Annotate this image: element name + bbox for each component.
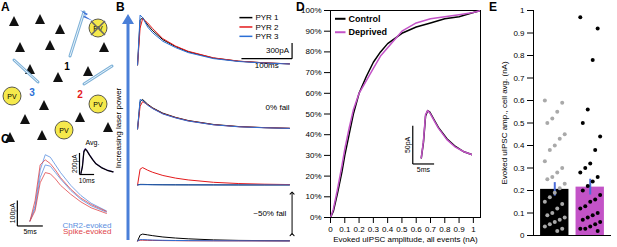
svg-text:Avg.: Avg. bbox=[86, 139, 100, 147]
svg-text:0% fail: 0% fail bbox=[266, 103, 290, 112]
svg-text:20%: 20% bbox=[305, 172, 321, 181]
svg-text:0.3: 0.3 bbox=[513, 164, 525, 173]
svg-text:0.9: 0.9 bbox=[454, 225, 466, 234]
svg-text:30%: 30% bbox=[305, 151, 321, 160]
svg-text:1: 1 bbox=[520, 6, 525, 15]
svg-text:PV: PV bbox=[93, 101, 103, 108]
svg-text:Evoked uIPSC amplitude, all ev: Evoked uIPSC amplitude, all events (nA) bbox=[333, 235, 478, 244]
svg-text:5ms: 5ms bbox=[23, 228, 37, 235]
svg-text:~50% fail: ~50% fail bbox=[253, 209, 286, 218]
svg-text:70%: 70% bbox=[305, 68, 321, 77]
svg-text:PYR 3: PYR 3 bbox=[255, 32, 279, 41]
svg-text:0.4: 0.4 bbox=[382, 225, 394, 234]
svg-text:50%: 50% bbox=[305, 110, 321, 119]
svg-text:10ms: 10ms bbox=[79, 177, 96, 184]
svg-text:100pA: 100pA bbox=[9, 203, 17, 224]
svg-text:0.8: 0.8 bbox=[439, 225, 451, 234]
svg-text:ChR2-evoked: ChR2-evoked bbox=[62, 220, 112, 230]
html-text:D: D bbox=[296, 0, 305, 14]
svg-text:0.4: 0.4 bbox=[513, 141, 525, 150]
svg-text:0.5: 0.5 bbox=[396, 225, 408, 234]
svg-text:0: 0 bbox=[328, 225, 333, 234]
svg-text:90%: 90% bbox=[305, 27, 321, 36]
svg-text:5ms: 5ms bbox=[417, 166, 431, 173]
svg-text:0.3: 0.3 bbox=[368, 225, 380, 234]
svg-text:40%: 40% bbox=[305, 130, 321, 139]
svg-text:PV: PV bbox=[93, 24, 103, 32]
svg-text:Control: Control bbox=[349, 14, 381, 24]
svg-text:2: 2 bbox=[77, 89, 83, 100]
svg-text:10%: 10% bbox=[305, 192, 321, 201]
svg-text:100%: 100% bbox=[301, 6, 321, 15]
svg-text:0.7: 0.7 bbox=[513, 74, 525, 83]
svg-text:PV: PV bbox=[7, 93, 17, 100]
svg-text:PYR 1: PYR 1 bbox=[255, 13, 279, 22]
svg-text:80%: 80% bbox=[305, 47, 321, 56]
svg-text:200pA: 200pA bbox=[71, 154, 79, 173]
svg-text:0.2: 0.2 bbox=[354, 225, 366, 234]
html-text:A: A bbox=[1, 0, 10, 14]
html-text:B: B bbox=[116, 0, 125, 14]
svg-text:0.6: 0.6 bbox=[513, 96, 525, 105]
svg-text:Increasing laser power: Increasing laser power bbox=[114, 87, 123, 168]
svg-text:0.9: 0.9 bbox=[513, 29, 525, 38]
html-text:C: C bbox=[1, 132, 10, 146]
svg-text:3: 3 bbox=[29, 87, 35, 98]
html-text:E: E bbox=[489, 0, 497, 14]
svg-text:0.8: 0.8 bbox=[513, 51, 525, 60]
svg-text:0.7: 0.7 bbox=[425, 225, 437, 234]
svg-text:300pA: 300pA bbox=[266, 46, 290, 55]
svg-text:PV: PV bbox=[59, 127, 69, 134]
svg-text:100ms: 100ms bbox=[255, 61, 279, 70]
svg-text:0%: 0% bbox=[310, 213, 322, 222]
svg-text:60%: 60% bbox=[305, 89, 321, 98]
svg-text:Evoked uIPSC amp., cell avg. (: Evoked uIPSC amp., cell avg. (nA) bbox=[500, 61, 509, 185]
svg-text:0: 0 bbox=[520, 231, 525, 240]
svg-text:Spike-evoked: Spike-evoked bbox=[63, 227, 111, 236]
svg-text:PYR 2: PYR 2 bbox=[255, 23, 279, 32]
svg-text:0.1: 0.1 bbox=[513, 209, 525, 218]
svg-text:0.5: 0.5 bbox=[513, 119, 525, 128]
svg-text:0.6: 0.6 bbox=[411, 225, 423, 234]
svg-text:1: 1 bbox=[471, 225, 476, 234]
svg-text:Deprived: Deprived bbox=[349, 27, 388, 37]
svg-text:50pA: 50pA bbox=[404, 136, 412, 153]
svg-text:0.1: 0.1 bbox=[339, 225, 351, 234]
svg-text:1: 1 bbox=[64, 61, 70, 72]
svg-text:0.2: 0.2 bbox=[513, 186, 525, 195]
